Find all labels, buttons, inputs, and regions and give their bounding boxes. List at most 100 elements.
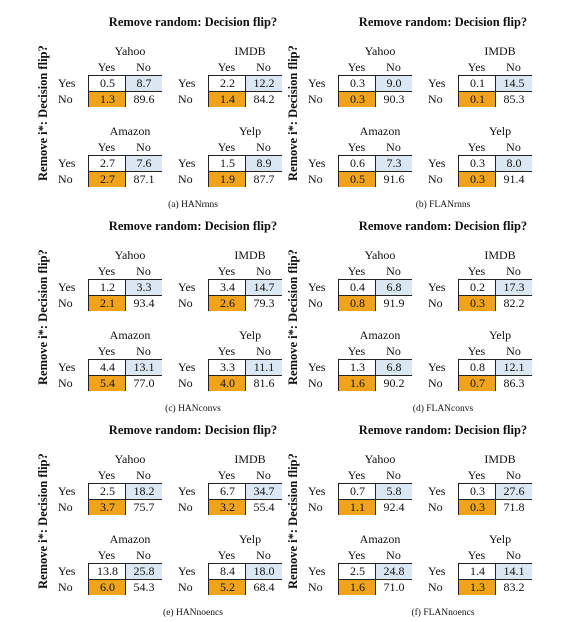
row-header-yes: Yes — [308, 76, 326, 90]
dataset-name: Yahoo — [364, 452, 396, 466]
col-header-yes: Yes — [467, 344, 486, 358]
matrix-grid: 0.4 6.8 0.8 91.9 — [338, 279, 412, 311]
panel-title: Remove random: Decision flip? — [358, 219, 528, 233]
col-header-yes: Yes — [347, 548, 366, 562]
cell-no-no: 75.7 — [125, 499, 162, 515]
matrix-yelp: Yelp Yes No Yes No 0.8 12.1 0.7 86.3 — [428, 328, 558, 398]
cell-yes-yes: 0.8 — [459, 360, 496, 376]
panel-caption: (c) HANconvs — [165, 404, 221, 414]
col-header-no: No — [136, 264, 151, 278]
cell-no-no: 92.4 — [375, 499, 412, 515]
cell-yes-no: 7.6 — [125, 156, 162, 172]
col-header-no: No — [136, 60, 151, 74]
panel-caption: (d) FLANconvs — [412, 404, 474, 414]
panel-han-rnns: Remove random: Decision flip? Remove i*: … — [36, 14, 328, 214]
panel-title: Remove random: Decision flip? — [108, 219, 278, 233]
col-header-no: No — [506, 548, 521, 562]
cell-yes-yes: 8.4 — [209, 564, 246, 580]
matrix-grid: 1.5 8.9 1.9 87.7 — [208, 155, 282, 187]
cell-yes-yes: 0.5 — [89, 76, 126, 92]
row-header-yes: Yes — [308, 360, 326, 374]
cell-yes-yes: 0.6 — [339, 156, 376, 172]
row-header-no: No — [178, 376, 193, 390]
cell-no-no: 91.6 — [375, 171, 412, 187]
dataset-name: IMDB — [484, 248, 516, 262]
row-header-no: No — [428, 92, 443, 106]
row-header-no: No — [178, 500, 193, 514]
row-header-no: No — [178, 92, 193, 106]
cell-yes-no: 6.8 — [375, 360, 412, 376]
cell-yes-no: 8.9 — [245, 156, 282, 172]
cell-yes-yes: 3.3 — [209, 360, 246, 376]
cell-yes-no: 14.7 — [245, 280, 282, 296]
matrix-grid: 2.5 24.8 1.6 71.0 — [338, 563, 412, 595]
row-header-no: No — [178, 580, 193, 594]
matrix-yelp: Yelp Yes No Yes No 8.4 18.0 5.2 68.4 — [178, 532, 308, 602]
cell-no-no: 55.4 — [245, 499, 282, 515]
panel-han-convs: Remove random: Decision flip? Remove i*: … — [36, 218, 328, 418]
dataset-name: Yelp — [488, 124, 512, 138]
panel-title: Remove random: Decision flip? — [358, 15, 528, 29]
cell-yes-no: 8.0 — [495, 156, 532, 172]
cell-yes-no: 6.8 — [375, 280, 412, 296]
col-header-yes: Yes — [97, 548, 116, 562]
col-header-no: No — [386, 548, 401, 562]
row-header-yes: Yes — [428, 76, 446, 90]
dataset-name: Yahoo — [364, 44, 396, 58]
col-header-no: No — [386, 140, 401, 154]
cell-yes-yes: 4.4 — [89, 360, 126, 376]
col-header-no: No — [506, 140, 521, 154]
row-header-yes: Yes — [58, 76, 76, 90]
col-header-no: No — [506, 60, 521, 74]
cell-yes-no: 5.8 — [375, 484, 412, 500]
cell-no-yes: 1.3 — [89, 91, 126, 107]
row-header-yes: Yes — [308, 484, 326, 498]
row-header-yes: Yes — [58, 360, 76, 374]
row-header-no: No — [58, 172, 73, 186]
row-header-yes: Yes — [308, 280, 326, 294]
matrix-grid: 0.3 9.0 0.3 90.3 — [338, 75, 412, 107]
matrix-grid: 8.4 18.0 5.2 68.4 — [208, 563, 282, 595]
col-header-yes: Yes — [467, 140, 486, 154]
cell-yes-yes: 2.7 — [89, 156, 126, 172]
matrix-grid: 0.3 8.0 0.3 91.4 — [458, 155, 532, 187]
cell-no-yes: 2.6 — [209, 295, 246, 311]
matrix-yahoo: Yahoo Yes No Yes No 0.4 6.8 0.8 91.9 — [308, 248, 438, 318]
matrix-grid: 4.4 13.1 5.4 77.0 — [88, 359, 162, 391]
cell-yes-yes: 1.3 — [339, 360, 376, 376]
row-header-no: No — [308, 172, 323, 186]
row-header-yes: Yes — [58, 280, 76, 294]
cell-yes-no: 14.5 — [495, 76, 532, 92]
row-header-no: No — [58, 92, 73, 106]
dataset-name: IMDB — [484, 44, 516, 58]
cell-no-no: 87.7 — [245, 171, 282, 187]
row-header-no: No — [58, 580, 73, 594]
col-header-yes: Yes — [97, 344, 116, 358]
cell-no-no: 68.4 — [245, 579, 282, 595]
matrix-grid: 0.2 17.3 0.3 82.2 — [458, 279, 532, 311]
dataset-name: Amazon — [109, 124, 151, 138]
col-header-yes: Yes — [97, 264, 116, 278]
row-header-yes: Yes — [178, 156, 196, 170]
col-header-yes: Yes — [467, 60, 486, 74]
cell-no-yes: 4.0 — [209, 375, 246, 391]
cell-no-yes: 1.4 — [209, 91, 246, 107]
cell-no-yes: 0.3 — [459, 171, 496, 187]
matrix-amazon: Amazon Yes No Yes No 2.7 7.6 2.7 87.1 — [58, 124, 188, 194]
row-header-yes: Yes — [428, 280, 446, 294]
col-header-yes: Yes — [217, 140, 236, 154]
cell-yes-yes: 13.8 — [89, 564, 126, 580]
cell-yes-yes: 0.3 — [339, 76, 376, 92]
dataset-name: IMDB — [234, 44, 266, 58]
col-header-no: No — [256, 264, 271, 278]
matrix-grid: 2.7 7.6 2.7 87.1 — [88, 155, 162, 187]
y-axis-label: Remove i*: Decision flip? — [36, 249, 50, 385]
col-header-yes: Yes — [217, 548, 236, 562]
dataset-name: Yelp — [488, 532, 512, 546]
row-header-yes: Yes — [178, 76, 196, 90]
row-header-no: No — [428, 172, 443, 186]
cell-yes-no: 3.3 — [125, 280, 162, 296]
matrix-imdb: IMDB Yes No Yes No 3.4 14.7 2.6 79.3 — [178, 248, 308, 318]
row-header-no: No — [308, 500, 323, 514]
cell-yes-yes: 0.3 — [459, 484, 496, 500]
